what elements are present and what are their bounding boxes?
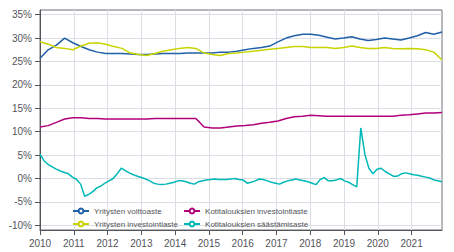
svg-text:5%: 5%: [18, 150, 33, 161]
svg-text:2020: 2020: [367, 238, 390, 249]
svg-text:-10%: -10%: [9, 220, 32, 231]
svg-text:2019: 2019: [333, 238, 356, 249]
svg-text:Yritysten investointiaste: Yritysten investointiaste: [94, 220, 179, 229]
svg-text:2016: 2016: [232, 238, 255, 249]
svg-text:15%: 15%: [12, 103, 32, 114]
svg-text:2017: 2017: [265, 238, 288, 249]
svg-text:10%: 10%: [12, 126, 32, 137]
svg-text:20%: 20%: [12, 79, 32, 90]
svg-text:2010: 2010: [29, 238, 52, 249]
svg-text:2011: 2011: [63, 238, 85, 249]
svg-text:35%: 35%: [12, 9, 32, 20]
svg-text:-5%: -5%: [14, 196, 32, 207]
svg-text:0%: 0%: [18, 173, 33, 184]
svg-text:2021: 2021: [400, 238, 423, 249]
svg-text:2015: 2015: [198, 238, 221, 249]
svg-text:2013: 2013: [130, 238, 153, 249]
svg-text:Kotitalouksien investointiaste: Kotitalouksien investointiaste: [205, 207, 308, 216]
svg-text:30%: 30%: [12, 33, 32, 44]
svg-text:2014: 2014: [164, 238, 187, 249]
svg-text:Kotitalouksien säästämisaste: Kotitalouksien säästämisaste: [205, 220, 309, 229]
svg-text:2018: 2018: [299, 238, 322, 249]
svg-text:25%: 25%: [12, 56, 32, 67]
svg-text:Yritysten voittoaste: Yritysten voittoaste: [94, 207, 162, 216]
svg-text:2012: 2012: [96, 238, 119, 249]
